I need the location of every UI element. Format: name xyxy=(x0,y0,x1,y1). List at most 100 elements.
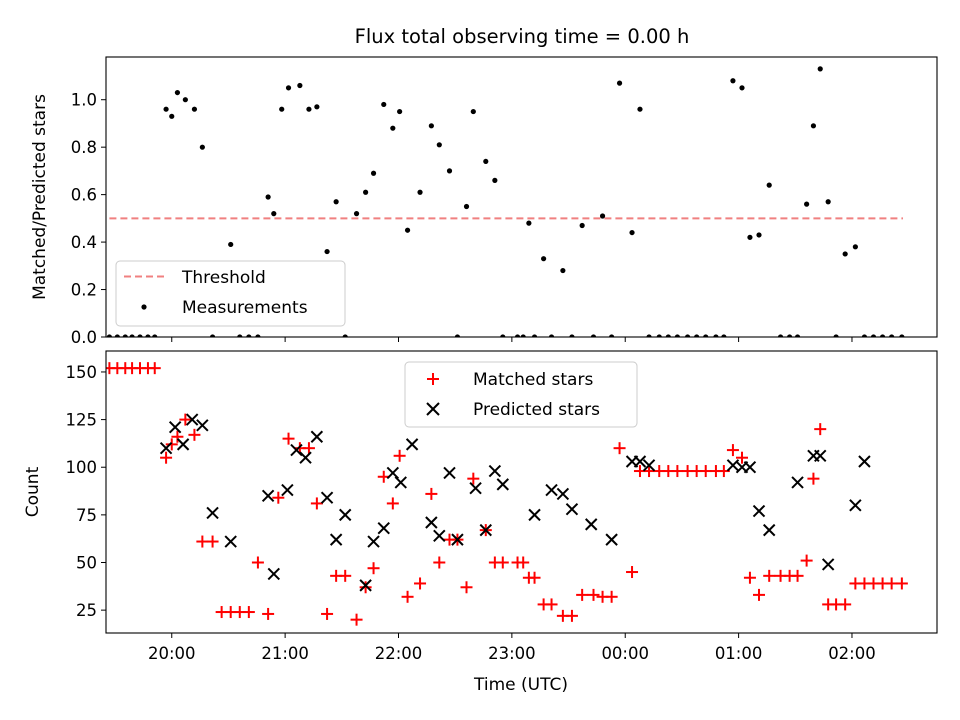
measurement-point xyxy=(122,334,128,337)
measurement-point xyxy=(324,248,330,255)
matched-star-point xyxy=(359,581,372,594)
matched-star-point xyxy=(262,607,275,620)
measurement-point xyxy=(397,108,403,115)
matched-star-point xyxy=(386,497,399,510)
predicted-star-point xyxy=(821,558,835,571)
matched-star-point xyxy=(467,472,480,485)
measurement-point xyxy=(560,267,566,274)
predicted-star-point xyxy=(849,499,862,512)
measurement-point xyxy=(674,334,680,337)
predicted-star-point xyxy=(405,438,419,451)
matched-star-point xyxy=(339,569,352,582)
y-tick-label: 0.6 xyxy=(71,186,97,205)
bottom-axes-frame xyxy=(105,350,938,634)
predicted-star-point xyxy=(433,529,446,543)
matched-star-point xyxy=(251,556,264,569)
matched-star-point xyxy=(160,451,173,464)
predicted-star-point xyxy=(479,523,492,537)
measurement-point xyxy=(899,334,905,337)
x-tick-label: 23:00 xyxy=(488,644,536,663)
predicted-star-point xyxy=(377,521,390,535)
measurement-point xyxy=(279,106,285,112)
matched-star-point xyxy=(401,590,414,603)
matched-star-point xyxy=(367,562,380,575)
measurement-point xyxy=(637,106,643,112)
predicted-star-point xyxy=(556,487,570,501)
measurement-point xyxy=(297,82,303,89)
predicted-star-point xyxy=(791,476,804,489)
matched-star-point xyxy=(433,556,446,569)
legend-matched-swatch xyxy=(427,373,439,385)
x-tick-label: 02:00 xyxy=(828,644,876,663)
top-y-axis: 0.0 0.2 0.4 0.6 0.8 1.0 xyxy=(71,91,106,347)
predicted-star-point xyxy=(642,459,656,472)
matched-star-point xyxy=(171,430,184,443)
predicted-star-point xyxy=(159,441,173,455)
matched-star-point xyxy=(753,588,766,601)
predicted-star-point xyxy=(176,438,190,451)
measurement-point xyxy=(694,334,700,337)
matched-star-point xyxy=(148,362,161,375)
matched-star-point xyxy=(196,535,209,548)
matched-star-point xyxy=(743,571,756,584)
legend-measurements-swatch xyxy=(141,304,147,310)
predicted-star-point xyxy=(168,421,182,434)
measurement-point xyxy=(169,113,175,119)
legend-predicted-swatch xyxy=(426,402,440,416)
measurement-point xyxy=(684,334,691,337)
predicted-star-point xyxy=(310,430,324,443)
measurement-point xyxy=(852,244,858,250)
y-tick-label: 0.8 xyxy=(71,138,97,157)
matched-star-point xyxy=(605,590,618,603)
y-tick-label: 50 xyxy=(76,554,97,573)
measurement-point xyxy=(656,334,662,337)
measurement-point xyxy=(629,229,635,236)
top-axes-frame xyxy=(105,56,938,338)
y-tick-label: 0.0 xyxy=(71,328,97,347)
measurement-point xyxy=(137,334,143,337)
x-tick-label: 01:00 xyxy=(715,644,763,663)
measurement-point xyxy=(404,227,411,233)
measurement-point xyxy=(541,256,547,262)
measurement-point xyxy=(520,334,526,337)
measurement-point xyxy=(787,334,793,337)
top-legend: Threshold Measurements xyxy=(115,260,346,327)
predicted-star-point xyxy=(290,443,303,457)
y-tick-label: 25 xyxy=(76,601,97,620)
measurement-point xyxy=(703,334,709,337)
measurement-point xyxy=(646,334,652,337)
measurement-point xyxy=(114,334,120,337)
measurement-point xyxy=(810,123,817,129)
matched-star-point xyxy=(800,554,813,567)
measurement-point xyxy=(446,168,453,174)
measurement-point xyxy=(514,334,521,337)
measurement-point xyxy=(463,203,470,210)
measurement-point xyxy=(817,66,823,72)
bottom-legend-box xyxy=(404,361,638,428)
measurement-point xyxy=(246,334,252,337)
measurement-point xyxy=(713,334,719,337)
matched-star-point xyxy=(643,465,656,478)
measurement-point xyxy=(777,334,784,337)
measurement-point xyxy=(756,232,762,238)
predicted-star-point xyxy=(565,502,579,516)
measurement-point xyxy=(129,334,135,337)
predicted-star-point xyxy=(469,481,482,495)
predicted-star-point xyxy=(267,567,280,581)
matched-star-point xyxy=(807,472,820,485)
matched-star-point xyxy=(282,432,295,445)
predicted-star-point xyxy=(528,508,541,522)
matched-star-point xyxy=(699,465,712,478)
predicted-star-point xyxy=(488,464,502,478)
matched-star-point xyxy=(736,451,749,464)
measurement-point xyxy=(879,334,886,337)
predicted-star-point xyxy=(206,506,219,520)
measurement-point xyxy=(483,158,489,165)
predicted-star-point xyxy=(858,455,871,468)
measurement-point xyxy=(381,101,387,108)
measurement-point xyxy=(870,334,877,337)
measurement-point xyxy=(237,334,243,337)
legend-measurements-label: Measurements xyxy=(182,298,308,318)
